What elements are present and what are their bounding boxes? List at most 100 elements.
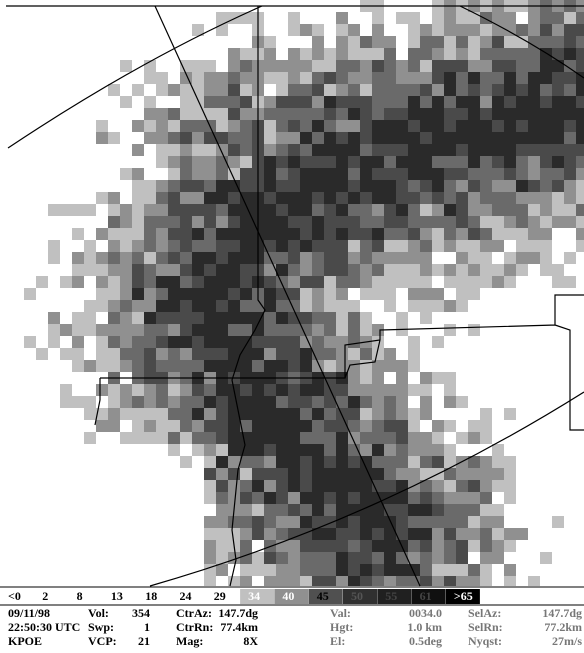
radar-cell — [312, 48, 324, 60]
radar-cell — [276, 192, 288, 204]
radar-cell — [204, 144, 216, 156]
radar-cell — [144, 252, 156, 264]
radar-cell — [144, 396, 156, 408]
radar-cell — [84, 300, 96, 312]
radar-cell — [336, 528, 348, 540]
radar-cell — [360, 216, 372, 228]
info-header: 22:50:30 UTC — [8, 620, 80, 634]
radar-cell — [300, 288, 312, 300]
radar-cell — [396, 228, 408, 240]
radar-cell — [540, 60, 552, 72]
radar-cell — [336, 336, 348, 348]
radar-cell — [156, 228, 168, 240]
radar-cell — [576, 108, 584, 120]
radar-cell — [192, 180, 204, 192]
radar-cell — [384, 360, 396, 372]
radar-cell — [144, 384, 156, 396]
radar-cell — [156, 336, 168, 348]
radar-cell — [504, 480, 516, 492]
radar-cell — [192, 360, 204, 372]
radar-cell — [468, 504, 480, 516]
radar-cell — [288, 456, 300, 468]
radar-cell — [312, 156, 324, 168]
radar-cell — [504, 156, 516, 168]
radar-cell — [312, 336, 324, 348]
radar-cell — [156, 204, 168, 216]
radar-cell — [156, 396, 168, 408]
radar-cell — [396, 576, 408, 586]
radar-cell — [252, 360, 264, 372]
radar-cell — [192, 204, 204, 216]
radar-cell — [72, 312, 84, 324]
radar-cell — [144, 408, 156, 420]
radar-cell — [288, 276, 300, 288]
radar-cell — [456, 396, 468, 408]
radar-cell — [576, 216, 584, 228]
radar-cell — [324, 420, 336, 432]
radar-cell — [432, 96, 444, 108]
radar-cell — [432, 456, 444, 468]
radar-cell — [276, 60, 288, 72]
radar-cell — [204, 384, 216, 396]
radar-cell — [396, 504, 408, 516]
radar-cell — [240, 48, 252, 60]
radar-cell — [276, 180, 288, 192]
radar-cell — [504, 204, 516, 216]
radar-cell — [204, 516, 216, 528]
radar-cell — [468, 468, 480, 480]
radar-cell — [480, 36, 492, 48]
info-label: Swp: — [88, 620, 114, 634]
radar-cell — [552, 276, 564, 288]
radar-cell — [384, 468, 396, 480]
radar-cell — [132, 312, 144, 324]
radar-cell — [408, 288, 420, 300]
radar-cell — [156, 408, 168, 420]
radar-cell — [540, 36, 552, 48]
radar-cell — [300, 312, 312, 324]
radar-cell — [372, 228, 384, 240]
radar-cell — [576, 144, 584, 156]
radar-cell — [360, 120, 372, 132]
radar-cell — [252, 408, 264, 420]
radar-cell — [192, 252, 204, 264]
radar-cell — [276, 432, 288, 444]
radar-cell — [336, 492, 348, 504]
radar-cell — [480, 264, 492, 276]
radar-cell — [372, 24, 384, 36]
radar-cell — [420, 96, 432, 108]
radar-cell — [492, 540, 504, 552]
radar-cell — [144, 324, 156, 336]
radar-cell — [372, 156, 384, 168]
radar-cell — [516, 528, 528, 540]
radar-cell — [192, 240, 204, 252]
radar-cell — [348, 552, 360, 564]
radar-cell — [228, 528, 240, 540]
radar-cell — [132, 168, 144, 180]
radar-cell — [504, 180, 516, 192]
radar-cell — [492, 132, 504, 144]
radar-cell — [288, 420, 300, 432]
color-legend: <02813182429344045505561>65 — [8, 589, 480, 604]
radar-cell — [504, 192, 516, 204]
radar-cell — [408, 24, 420, 36]
radar-cell — [156, 180, 168, 192]
radar-cell — [420, 48, 432, 60]
radar-cell — [384, 240, 396, 252]
radar-cell — [276, 216, 288, 228]
radar-cell — [420, 288, 432, 300]
info-label: Hgt: — [330, 620, 353, 634]
radar-cell — [420, 456, 432, 468]
radar-cell — [444, 528, 456, 540]
radar-cell — [132, 180, 144, 192]
radar-cell — [324, 240, 336, 252]
radar-cell — [300, 516, 312, 528]
radar-cell — [456, 48, 468, 60]
radar-cell — [360, 36, 372, 48]
radar-cell — [336, 276, 348, 288]
radar-cell — [336, 180, 348, 192]
radar-cell — [468, 216, 480, 228]
radar-cell — [312, 60, 324, 72]
radar-cell — [132, 324, 144, 336]
radar-cell — [276, 204, 288, 216]
radar-cell — [288, 120, 300, 132]
